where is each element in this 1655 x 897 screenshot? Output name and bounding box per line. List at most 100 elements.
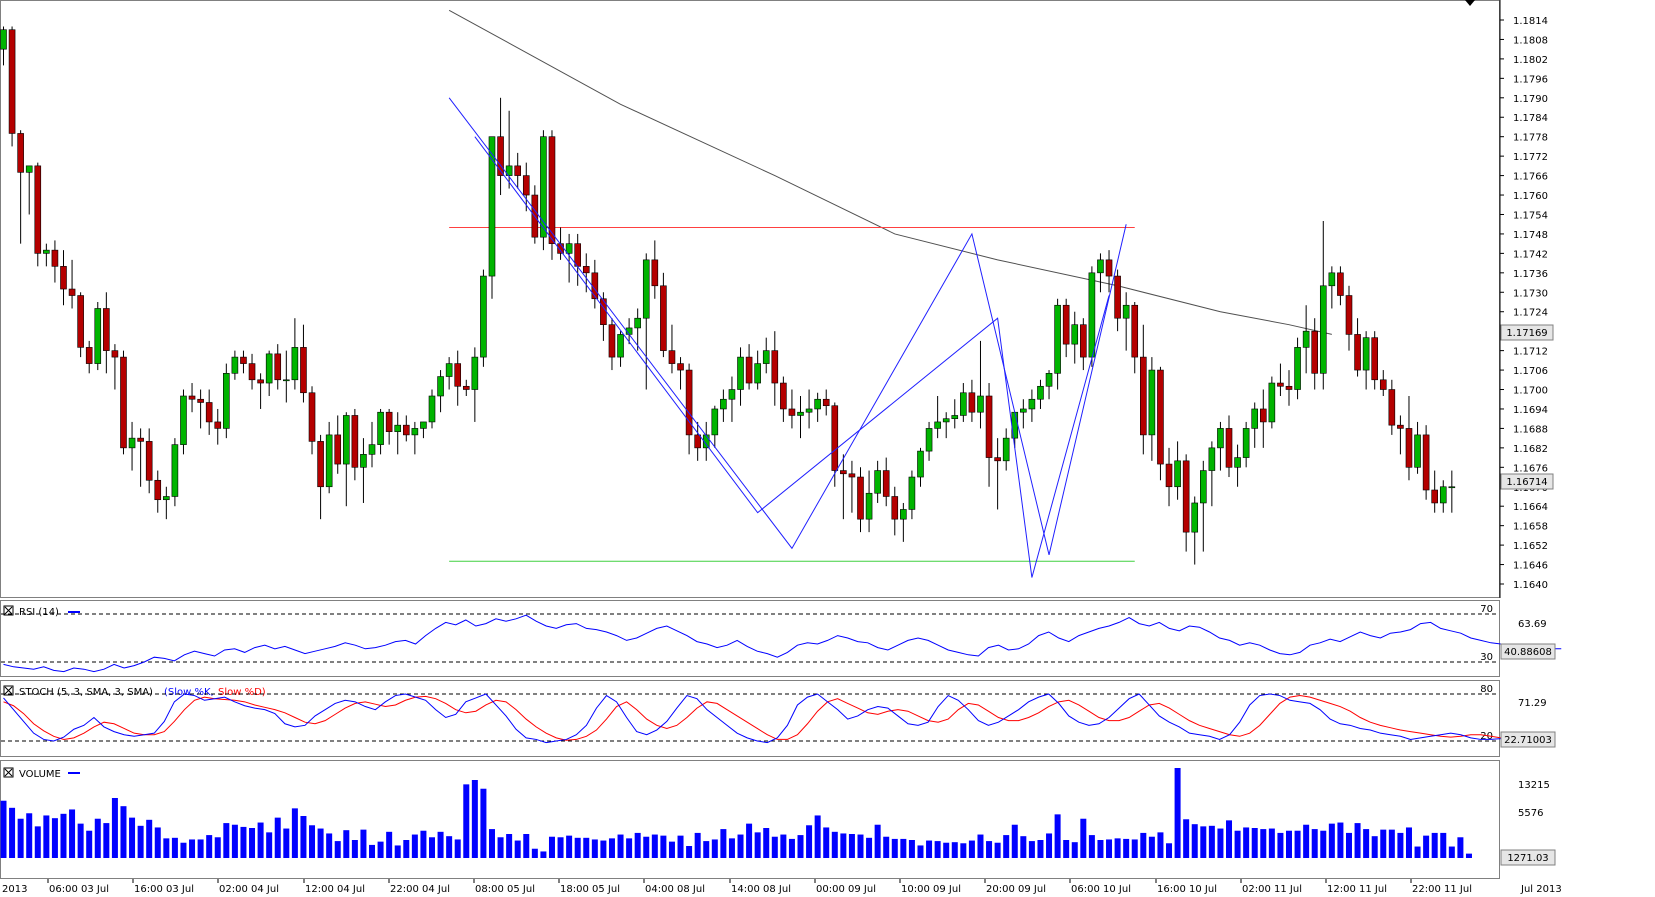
candle xyxy=(325,421,333,494)
current-price-tag xyxy=(1500,473,1554,490)
candle xyxy=(120,350,127,455)
candle xyxy=(1097,253,1104,293)
candle xyxy=(874,460,881,503)
candle xyxy=(668,324,676,374)
price-tick-label: 1.1706 xyxy=(1513,366,1548,377)
candle-body-bull xyxy=(942,418,950,423)
candle xyxy=(85,340,93,374)
candle-body-bear xyxy=(351,415,359,468)
candle xyxy=(180,389,187,455)
volume-bar xyxy=(677,835,684,858)
volume-bar xyxy=(600,840,607,858)
price-tick-label: 1.1790 xyxy=(1513,94,1548,105)
volume-bar xyxy=(1071,842,1078,858)
price-tick-label: 1.1652 xyxy=(1513,541,1548,552)
candle-body-bear xyxy=(668,350,676,364)
volume-bar xyxy=(214,837,221,858)
candle-body-bear xyxy=(68,288,76,296)
candle-body-bear xyxy=(137,437,144,442)
candle xyxy=(257,373,264,409)
candle-body-bear xyxy=(1337,272,1344,296)
candle-body-bear xyxy=(85,347,93,364)
candle-body-bull xyxy=(171,444,179,497)
candle-body-bear xyxy=(1379,379,1387,390)
volume-bar xyxy=(1174,768,1181,858)
rsi-panel: RSI (14) 70 30 63.69 40.88608 xyxy=(1,604,1562,673)
candle-body-bear xyxy=(145,441,153,481)
volume-bar xyxy=(531,848,538,858)
volume-bar xyxy=(643,836,650,858)
volume-bar xyxy=(994,842,1001,858)
volume-bar xyxy=(1114,838,1121,858)
candle-body-bear xyxy=(685,369,693,436)
volume-bar xyxy=(1200,826,1207,858)
candle-body-bull xyxy=(1217,428,1224,449)
price-tick-label: 1.1748 xyxy=(1513,230,1548,241)
candle-body-bear xyxy=(111,350,119,358)
candle-body-bear xyxy=(745,356,753,384)
volume-bar xyxy=(1226,820,1233,858)
volume-bar xyxy=(1345,832,1352,858)
candle-body-bear xyxy=(1182,460,1190,533)
candle xyxy=(240,350,247,374)
volume-bar xyxy=(806,825,813,858)
volume-bar xyxy=(634,832,641,858)
candle xyxy=(960,383,967,422)
ma-200-line xyxy=(448,9,1332,335)
volume-bar xyxy=(540,851,547,858)
volume-bar xyxy=(1371,836,1378,858)
volume-bar xyxy=(626,838,633,858)
candle xyxy=(394,412,402,455)
candle xyxy=(8,26,16,147)
candle xyxy=(771,331,779,406)
candle xyxy=(25,165,33,215)
candle xyxy=(445,357,453,390)
stoch-close-icon-x xyxy=(4,686,13,695)
candle xyxy=(848,460,856,513)
stoch-k-line xyxy=(3,693,1501,744)
price-tick-label: 1.1730 xyxy=(1513,288,1548,299)
volume-bar xyxy=(917,845,924,858)
volume-bar xyxy=(351,840,358,858)
volume-bar xyxy=(951,842,958,858)
rsi-line xyxy=(3,614,1562,673)
candle xyxy=(171,438,179,507)
volume-bar xyxy=(548,836,555,858)
candle-body-bear xyxy=(848,473,856,478)
volume-bar xyxy=(1277,832,1284,858)
ma-value-tag xyxy=(1500,324,1554,341)
candle xyxy=(34,162,42,267)
candle xyxy=(265,350,273,396)
candle-body-bear xyxy=(317,441,324,488)
volume-bar xyxy=(411,834,418,858)
volume-bar xyxy=(848,834,855,858)
candle xyxy=(334,415,342,474)
candle-body-bull xyxy=(445,363,453,377)
volume-bar xyxy=(1354,823,1361,858)
candle-body-bull xyxy=(377,411,384,445)
candle-body-bull xyxy=(951,415,959,419)
volume-close-icon-x xyxy=(4,768,13,777)
candle xyxy=(908,470,916,520)
volume-bar xyxy=(1311,829,1318,858)
candle xyxy=(1242,421,1250,468)
volume-bar xyxy=(557,837,564,858)
candle xyxy=(377,408,384,455)
candlesticks xyxy=(0,26,1456,565)
candle xyxy=(1345,285,1353,351)
time-tick-label: 04:00 08 Jul xyxy=(645,884,705,895)
candle xyxy=(1045,370,1053,400)
candle-body-bull xyxy=(1319,285,1327,374)
candle-body-bear xyxy=(120,356,127,449)
candle-body-bear xyxy=(651,259,659,287)
volume-bar xyxy=(60,813,67,858)
scroll-marker-icon[interactable] xyxy=(1465,0,1475,6)
candle xyxy=(1448,470,1456,513)
volume-bar xyxy=(369,844,376,858)
candle xyxy=(1140,324,1147,455)
candle xyxy=(634,308,641,351)
volume-bar xyxy=(34,826,41,858)
candle-body-bull xyxy=(505,165,513,176)
candle xyxy=(1165,447,1173,507)
candle-body-bear xyxy=(257,379,264,384)
